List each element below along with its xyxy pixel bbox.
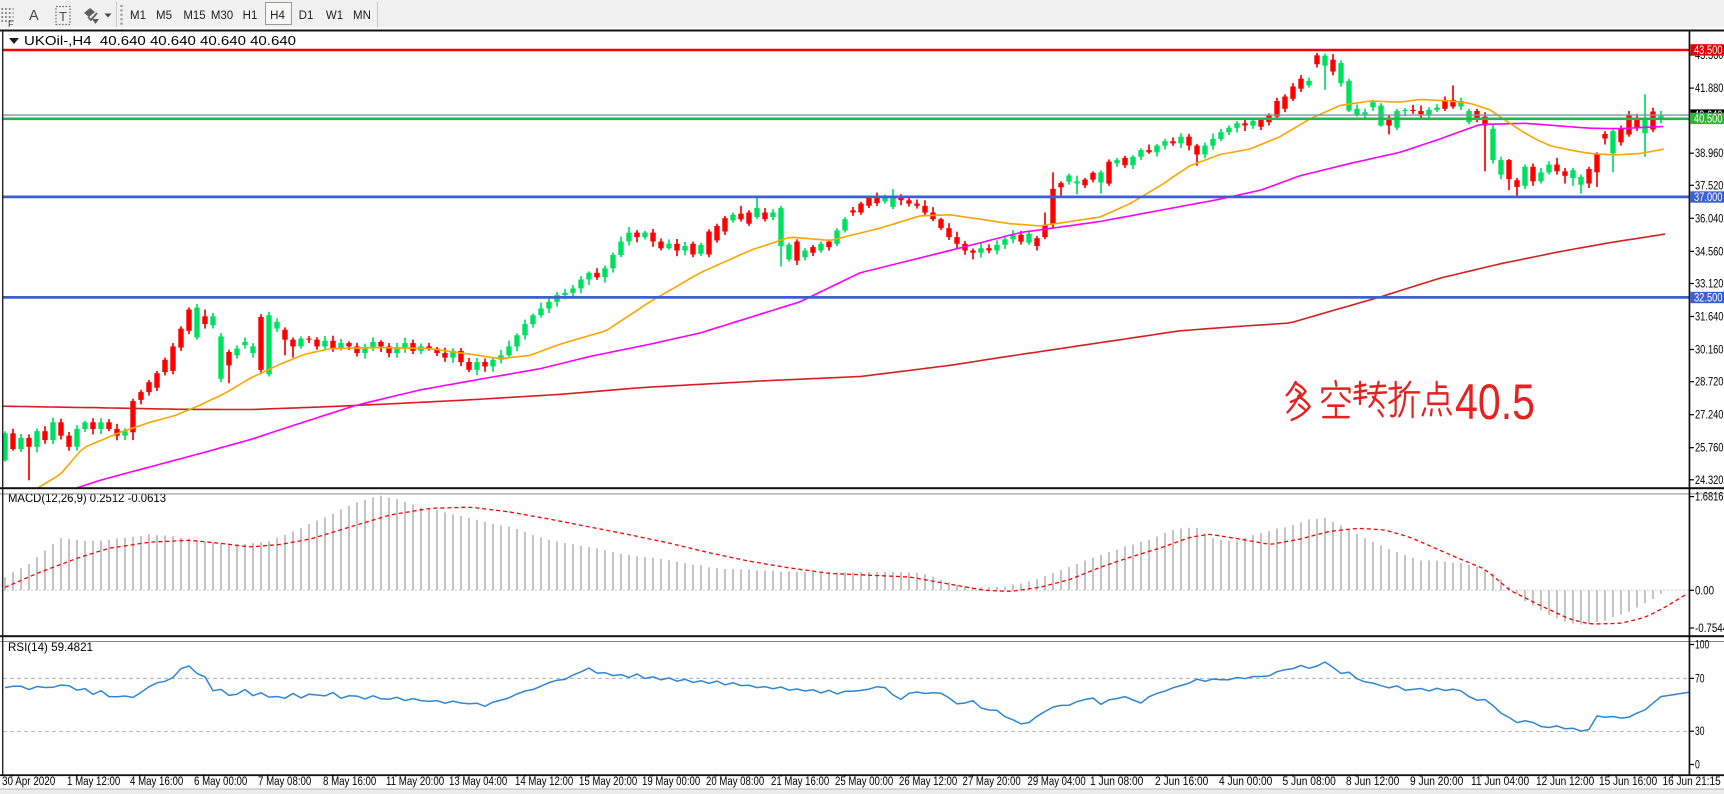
- svg-text:RSI(14) 59.4821: RSI(14) 59.4821: [8, 640, 93, 654]
- svg-text:41.880: 41.880: [1695, 83, 1724, 95]
- svg-text:F: F: [8, 19, 14, 29]
- svg-text:8 Jun 12:00: 8 Jun 12:00: [1346, 776, 1399, 788]
- svg-text:9 Jun 20:00: 9 Jun 20:00: [1410, 776, 1463, 788]
- svg-text:38.960: 38.960: [1695, 148, 1724, 160]
- svg-text:M30: M30: [211, 10, 233, 22]
- svg-text:15 Jun 16:00: 15 Jun 16:00: [1599, 776, 1657, 788]
- svg-text:1.6816: 1.6816: [1695, 492, 1724, 504]
- svg-text:2 Jun 16:00: 2 Jun 16:00: [1155, 776, 1208, 788]
- svg-text:M5: M5: [156, 10, 172, 22]
- svg-text:MACD(12,26,9) 0.2512 -0.0613: MACD(12,26,9) 0.2512 -0.0613: [8, 491, 166, 505]
- svg-text:-0.7544: -0.7544: [1695, 623, 1724, 635]
- svg-text:37.000: 37.000: [1694, 192, 1723, 204]
- svg-text:16 Jun 21:15: 16 Jun 21:15: [1663, 776, 1721, 788]
- svg-text:H1: H1: [243, 10, 258, 22]
- svg-text:H4: H4: [270, 10, 285, 22]
- svg-text:12 Jun 12:00: 12 Jun 12:00: [1536, 776, 1594, 788]
- svg-text:30 Apr 2020: 30 Apr 2020: [2, 776, 55, 788]
- svg-text:40.5: 40.5: [1455, 374, 1535, 430]
- svg-text:37.520: 37.520: [1695, 180, 1724, 192]
- svg-text:33.120: 33.120: [1695, 279, 1724, 291]
- svg-text:W1: W1: [326, 10, 343, 22]
- svg-text:25 May 00:00: 25 May 00:00: [835, 776, 893, 788]
- svg-text:11 May 20:00: 11 May 20:00: [386, 776, 444, 788]
- svg-text:D1: D1: [299, 10, 314, 22]
- svg-text:29 May 04:00: 29 May 04:00: [1028, 776, 1086, 788]
- svg-text:43.500: 43.500: [1694, 45, 1723, 57]
- svg-text:34.560: 34.560: [1695, 246, 1724, 258]
- svg-text:100: 100: [1695, 640, 1709, 652]
- svg-text:M15: M15: [183, 10, 205, 22]
- svg-text:UKOil-,H4 40.640 40.640 40.64: UKOil-,H4 40.640 40.640 40.640 40.640: [24, 33, 296, 48]
- svg-text:31.640: 31.640: [1695, 312, 1724, 324]
- svg-text:14 May 12:00: 14 May 12:00: [515, 776, 573, 788]
- svg-text:25.760: 25.760: [1695, 443, 1724, 455]
- svg-text:19 May 00:00: 19 May 00:00: [642, 776, 700, 788]
- svg-text:4 Jun 00:00: 4 Jun 00:00: [1219, 776, 1272, 788]
- svg-text:MN: MN: [353, 10, 371, 22]
- svg-text:36.040: 36.040: [1695, 213, 1724, 225]
- svg-text:11 Jun 04:00: 11 Jun 04:00: [1471, 776, 1529, 788]
- svg-text:26 May 12:00: 26 May 12:00: [899, 776, 957, 788]
- svg-text:21 May 16:00: 21 May 16:00: [771, 776, 829, 788]
- svg-text:30.160: 30.160: [1695, 345, 1724, 357]
- svg-text:1 May 12:00: 1 May 12:00: [67, 776, 120, 788]
- svg-text:13 May 04:00: 13 May 04:00: [449, 776, 507, 788]
- svg-text:27 May 20:00: 27 May 20:00: [963, 776, 1021, 788]
- svg-text:15 May 20:00: 15 May 20:00: [579, 776, 637, 788]
- svg-text:20 May 08:00: 20 May 08:00: [706, 776, 764, 788]
- svg-text:5 Jun 08:00: 5 Jun 08:00: [1283, 776, 1336, 788]
- svg-text:28.720: 28.720: [1695, 377, 1724, 389]
- svg-text:8 May 16:00: 8 May 16:00: [323, 776, 376, 788]
- svg-text:70: 70: [1695, 673, 1705, 685]
- svg-text:32.500: 32.500: [1694, 293, 1723, 305]
- svg-text:30: 30: [1695, 726, 1705, 738]
- svg-text:4 May 16:00: 4 May 16:00: [130, 776, 183, 788]
- svg-text:6 May 00:00: 6 May 00:00: [194, 776, 247, 788]
- svg-text:M1: M1: [130, 10, 146, 22]
- svg-text:1 Jun 08:00: 1 Jun 08:00: [1090, 776, 1143, 788]
- svg-text:7 May 08:00: 7 May 08:00: [258, 776, 311, 788]
- svg-text:40.500: 40.500: [1694, 113, 1723, 125]
- svg-text:0: 0: [1695, 760, 1700, 772]
- svg-text:24.320: 24.320: [1695, 475, 1724, 487]
- svg-text:27.240: 27.240: [1695, 410, 1724, 422]
- svg-text:A: A: [29, 8, 39, 24]
- svg-text:0.00: 0.00: [1695, 585, 1714, 597]
- svg-text:T: T: [59, 9, 67, 24]
